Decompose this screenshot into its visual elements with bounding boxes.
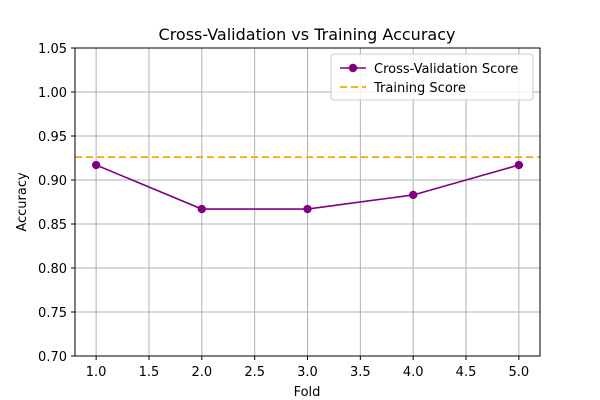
y-tick-label: 1.00	[38, 86, 67, 101]
y-tick-label: 0.90	[38, 174, 67, 189]
y-tick-label: 0.95	[38, 130, 67, 145]
cross-validation-point	[303, 204, 312, 214]
cross-validation-point	[514, 160, 524, 170]
chart-title: Cross-Validation vs Training Accuracy	[159, 25, 456, 44]
y-tick-label: 1.05	[38, 42, 67, 57]
y-tick-label: 0.75	[38, 306, 67, 321]
legend-label-cross-validation: Cross-Validation Score	[374, 62, 518, 77]
y-tick-label: 0.70	[38, 350, 67, 365]
x-axis: 1.0 1.5 2.0 2.5 3.0 3.5 4.0 4.5 5.0	[86, 356, 529, 380]
x-tick-label: 3.0	[297, 365, 318, 380]
cross-validation-point	[91, 160, 101, 170]
y-tick-label: 0.85	[38, 218, 67, 233]
cross-validation-point	[408, 190, 418, 200]
plot-series	[75, 156, 540, 214]
y-axis-label: Accuracy	[15, 172, 30, 232]
x-tick-label: 4.0	[403, 365, 424, 380]
x-tick-label: 1.0	[86, 365, 107, 380]
x-tick-label: 2.0	[191, 365, 212, 380]
x-tick-label: 4.5	[456, 365, 477, 380]
legend-label-training: Training Score	[373, 81, 466, 96]
y-axis: 0.70 0.75 0.80 0.85 0.90 0.95 1.00 1.05	[38, 42, 75, 365]
legend-cv-marker-swatch	[348, 63, 358, 73]
y-tick-label: 0.80	[38, 262, 67, 277]
cross-validation-point	[197, 204, 207, 214]
x-tick-label: 3.5	[350, 365, 371, 380]
x-tick-label: 5.0	[509, 365, 530, 380]
x-tick-label: 1.5	[139, 365, 160, 380]
legend: Cross-Validation Score Training Score	[330, 53, 534, 101]
legend-box	[330, 53, 534, 101]
x-tick-label: 2.5	[244, 365, 265, 380]
x-axis-label: Fold	[294, 385, 321, 400]
